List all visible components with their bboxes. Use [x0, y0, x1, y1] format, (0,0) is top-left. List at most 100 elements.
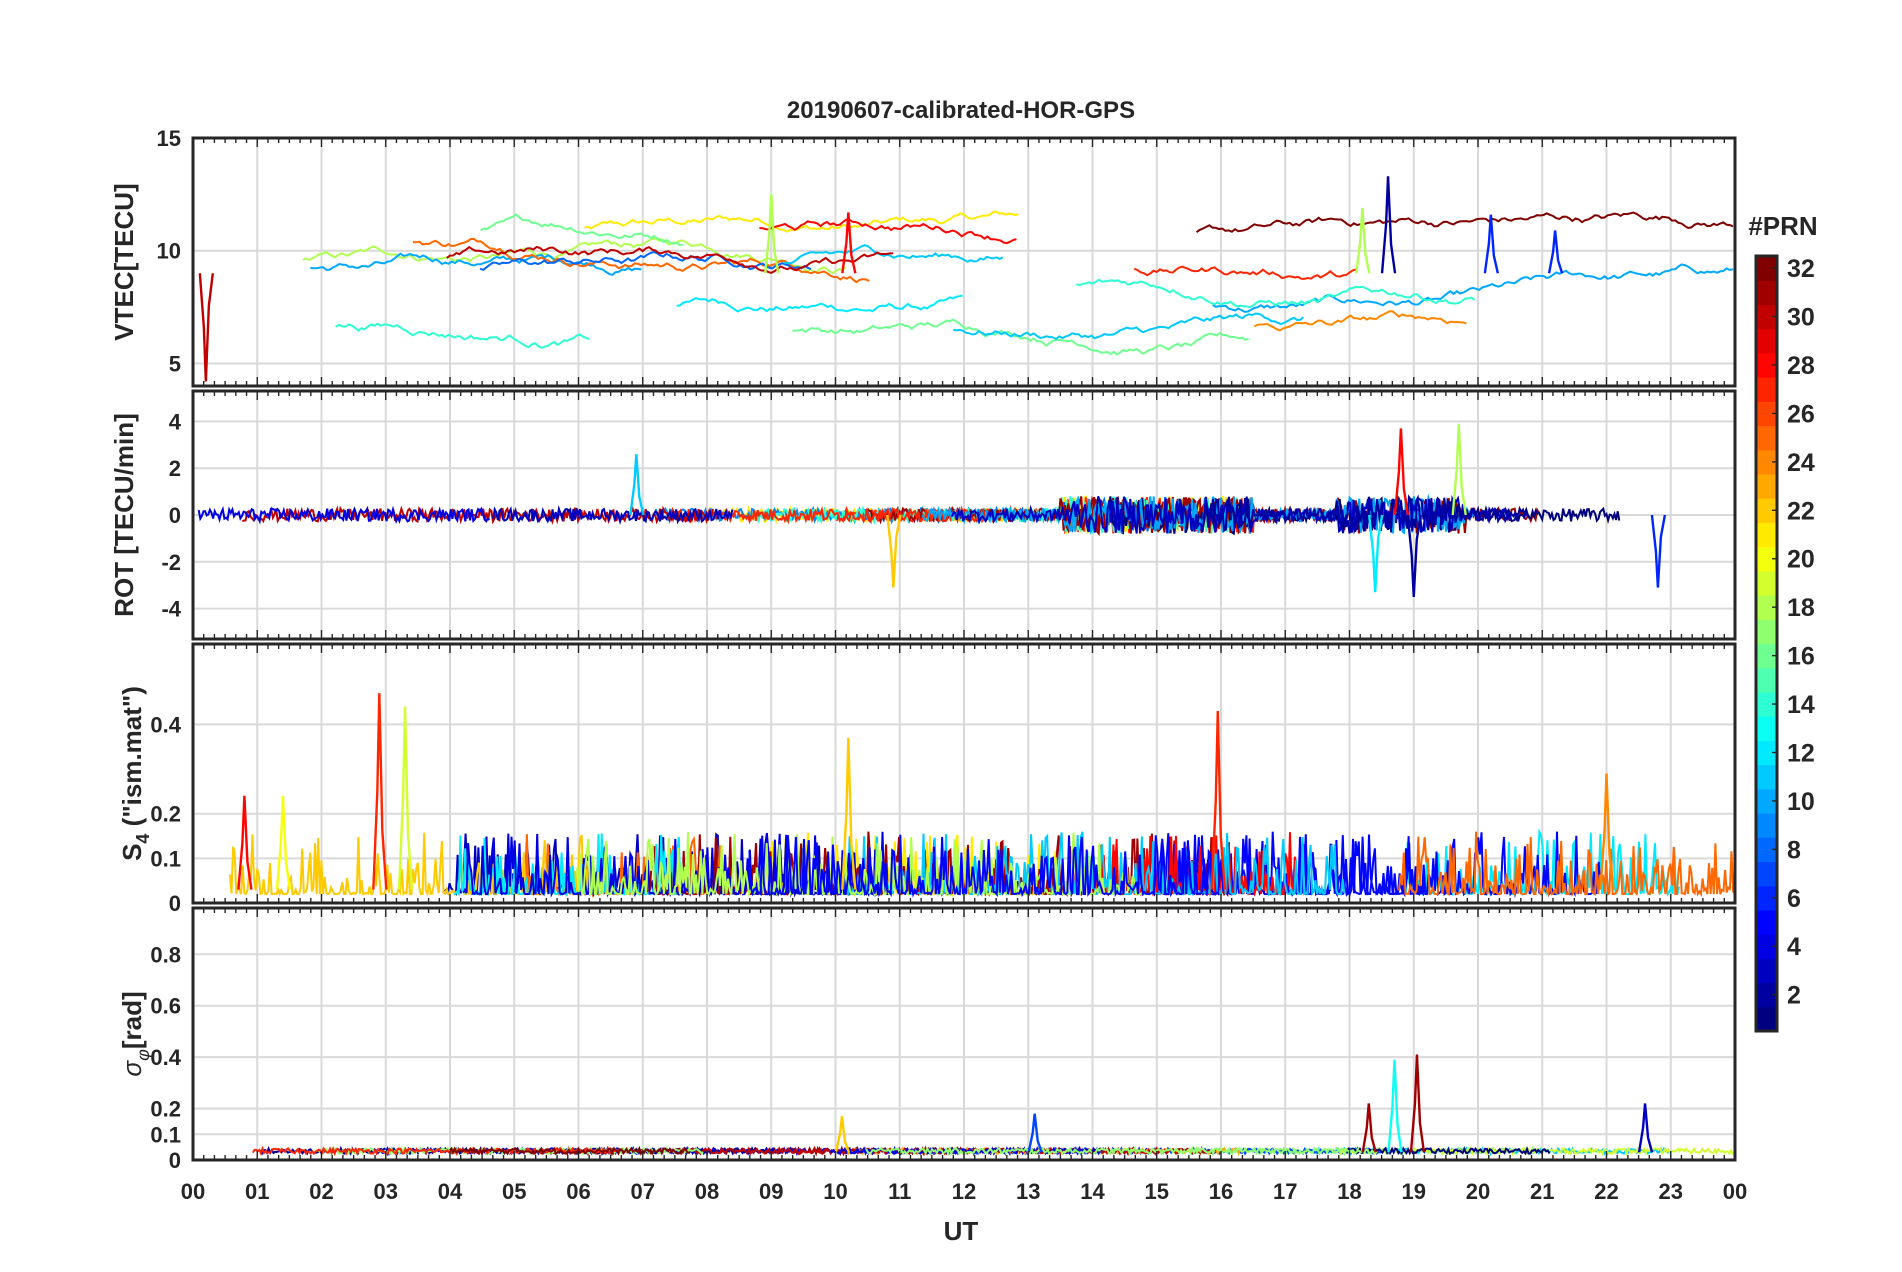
colorbar-label: #PRN	[1748, 211, 1817, 241]
x-tick-label: 09	[759, 1179, 783, 1204]
feature-spike	[841, 737, 857, 890]
colorbar-frame	[1754, 254, 1779, 1033]
y-tick-label: 0	[169, 891, 181, 916]
y-tick-label: 15	[157, 126, 181, 151]
prn-trace	[492, 504, 734, 526]
x-tick-label: 03	[374, 1179, 398, 1204]
feature-spike	[1355, 207, 1371, 274]
x-tick-label: 07	[631, 1179, 655, 1204]
feature-spike	[1387, 1059, 1403, 1153]
x-tick-labels: 00 01 02 03 04 05 06 07 08 09 10 11 12 13 14 15 16 17 18 19…	[181, 1179, 1747, 1204]
feature-spike	[834, 1116, 851, 1153]
prn-trace	[449, 1145, 690, 1157]
feature-spike	[1380, 176, 1397, 274]
prn-trace	[678, 1145, 1217, 1157]
prn-trace	[1253, 310, 1467, 332]
colorbar-bin	[1756, 352, 1777, 378]
prn-trace	[576, 832, 1144, 898]
y-axis-label: ROT [TECU/min]	[109, 413, 139, 617]
x-tick-label: 12	[952, 1179, 976, 1204]
colorbar-tick-label: 16	[1787, 643, 1815, 671]
colorbar-tick-label: 24	[1787, 449, 1815, 477]
feature-spike	[1393, 428, 1410, 516]
panel-sigma-phi: 00.10.2 0.4 0.6 0.8 σφ[rad]	[117, 906, 1737, 1173]
colorbar-bin	[1756, 473, 1777, 499]
y-axis-label: VTEC[TECU]	[109, 183, 139, 340]
colorbar-tick-label: 6	[1787, 885, 1801, 913]
x-tick-label: 05	[502, 1179, 526, 1204]
y-tick-label: 0.4	[150, 712, 181, 737]
feature-spike	[237, 795, 253, 890]
feature-spike	[1409, 1054, 1426, 1153]
colorbar-tick-label: 20	[1787, 546, 1815, 574]
feature-spike	[1361, 1103, 1377, 1153]
feature-spike	[198, 273, 215, 382]
prn-trace	[1398, 831, 1736, 898]
x-tick-label: 02	[309, 1179, 333, 1204]
prn-trace	[784, 244, 1004, 265]
panel-s4: 0 0.1 0.2 0.4S4 ("ism.mat")	[117, 642, 1737, 916]
colorbar-tick-label: 4	[1787, 933, 1801, 961]
colorbar-bin	[1756, 643, 1777, 669]
colorbar-tick-label: 2	[1787, 982, 1801, 1010]
x-tick-label: 10	[823, 1179, 847, 1204]
y-tick-label: 5	[169, 351, 181, 376]
colorbar-bin	[1756, 885, 1777, 911]
colorbar-bin	[1756, 1006, 1777, 1032]
feature-spike	[372, 693, 388, 890]
feature-spike	[275, 795, 292, 890]
prn-trace	[197, 505, 491, 525]
y-tick-label: 0.6	[150, 994, 181, 1019]
panel-rot: -4 -2 0 2 4 ROT [TECU/min]	[109, 389, 1737, 641]
colorbar-bin	[1756, 377, 1777, 402]
colorbar-bin	[1756, 861, 1777, 887]
prn-trace	[480, 213, 684, 247]
x-tick-label: 08	[695, 1179, 719, 1204]
colorbar-tick-label: 30	[1787, 304, 1815, 332]
feature-spike	[397, 706, 414, 890]
colorbar-bin	[1756, 740, 1777, 766]
y-tick-label: 0.4	[150, 1045, 181, 1070]
colorbar-tick-label: 22	[1787, 497, 1815, 525]
x-tick-label: 14	[1080, 1179, 1105, 1204]
x-tick-label: 01	[245, 1179, 269, 1204]
colorbar-tick-label: 28	[1787, 352, 1815, 380]
prn-trace	[676, 294, 963, 313]
y-tick-label: 0.1	[150, 1122, 181, 1147]
feature-spike	[1599, 773, 1615, 890]
prn-trace	[792, 318, 1250, 356]
y-tick-label: 0.2	[150, 802, 181, 827]
feature-spike	[1483, 214, 1500, 274]
y-axis-label: σφ[rad]	[117, 991, 153, 1076]
feature-spike	[1547, 230, 1564, 274]
y-tick-label: 0.8	[150, 942, 181, 967]
x-tick-label: 22	[1594, 1179, 1618, 1204]
x-tick-label: 16	[1209, 1179, 1233, 1204]
colorbar-bin	[1756, 570, 1777, 596]
colorbar-bin	[1756, 498, 1777, 524]
colorbar-bin	[1756, 595, 1777, 620]
feature-spike	[1027, 1113, 1043, 1153]
colorbar-tick-label: 8	[1787, 836, 1801, 864]
colorbar-bin	[1756, 958, 1777, 984]
x-tick-label: 11	[888, 1179, 911, 1204]
y-tick-label: -2	[161, 550, 181, 575]
feature-spike	[1637, 1103, 1654, 1153]
y-tick-label: -4	[161, 597, 181, 622]
feature-spike	[764, 194, 780, 274]
x-tick-label: 13	[1016, 1179, 1040, 1204]
prn-trace	[1195, 211, 1734, 234]
colorbar-bin	[1756, 522, 1777, 548]
feature-spike	[886, 514, 902, 588]
colorbar-bin	[1756, 982, 1777, 1008]
y-tick-label: 0	[169, 503, 181, 528]
colorbar-tick-label: 26	[1787, 400, 1815, 428]
x-tick-label: 06	[566, 1179, 590, 1204]
prn-trace	[584, 210, 1019, 233]
feature-spike	[629, 454, 645, 516]
prn-trace	[1133, 265, 1357, 280]
colorbar-bin	[1756, 837, 1777, 863]
x-tick-label: 15	[1145, 1179, 1169, 1204]
